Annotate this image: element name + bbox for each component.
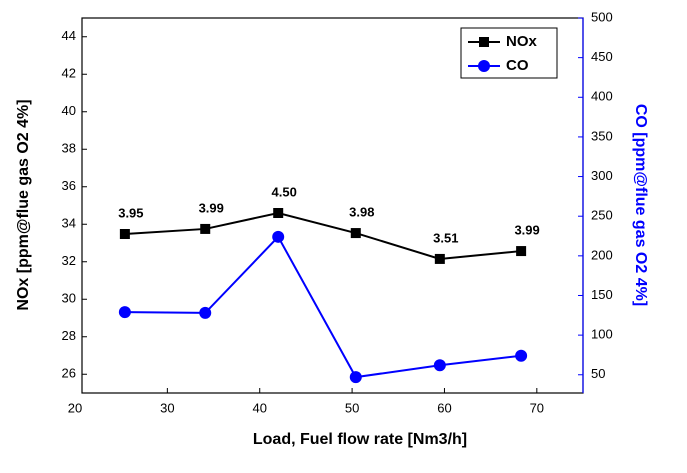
annotation: 3.51 (433, 230, 458, 245)
y2-tick-label: 250 (591, 208, 613, 223)
series-line (124, 235, 522, 379)
y2-tick-label: 450 (591, 49, 613, 64)
y-tick-label: 36 (62, 178, 76, 193)
data-point (118, 306, 131, 319)
data-point (516, 246, 527, 257)
x-axis-label: Load, Fuel flow rate [Nm3/h] (253, 431, 467, 448)
data-point (434, 253, 445, 264)
annotation: 4.50 (272, 184, 297, 199)
legend-label: NOx (506, 33, 538, 50)
y2-tick-label: 400 (591, 89, 613, 104)
x-tick-label: 40 (252, 400, 266, 415)
y2-tick-label: 350 (591, 128, 613, 143)
x-tick-label: 70 (530, 400, 544, 415)
data-point (119, 229, 130, 239)
data-point (272, 230, 285, 243)
y2-tick-label: 50 (591, 366, 605, 381)
y2-tick-label: 300 (591, 168, 613, 183)
series-line (124, 211, 522, 260)
y2-tick-label: 200 (591, 247, 613, 262)
legend-label: CO (506, 57, 529, 74)
y-tick-label: 28 (62, 328, 76, 343)
y-tick-label: 44 (62, 28, 76, 43)
y2-axis-label: CO [ppm@flue gas O2 4%] (632, 104, 649, 306)
legend-marker (478, 60, 490, 72)
x-tick-label: 50 (345, 400, 359, 415)
data-point (433, 359, 446, 372)
legend-box (460, 27, 558, 79)
y-tick-label: 34 (62, 216, 76, 231)
y-tick-label: 40 (62, 103, 76, 118)
data-point (200, 223, 211, 234)
y-tick-label: 32 (62, 253, 76, 268)
y-tick-label: 38 (62, 141, 76, 156)
y2-tick-label: 150 (591, 287, 613, 302)
x-tick-label: 60 (437, 400, 451, 415)
data-point (199, 306, 212, 319)
x-tick-label: 30 (160, 400, 174, 415)
data-point (349, 371, 362, 384)
y-tick-label: 30 (62, 291, 76, 306)
y-tick-label: 26 (62, 366, 76, 381)
y-tick-label: 42 (62, 66, 76, 81)
annotation: 3.95 (118, 205, 143, 220)
annotation: 3.98 (349, 205, 374, 220)
legend-marker (479, 37, 489, 47)
data-point (515, 349, 528, 362)
y2-tick-label: 500 (591, 9, 613, 24)
annotation: 3.99 (199, 200, 224, 215)
y2-tick-label: 100 (591, 327, 613, 342)
data-point (273, 208, 284, 218)
y-axis-label: NOx [ppm@flue gas O2 4%] (15, 99, 32, 310)
annotation: 3.99 (514, 223, 539, 238)
x-tick-label: 20 (68, 400, 82, 415)
data-point (350, 228, 361, 239)
